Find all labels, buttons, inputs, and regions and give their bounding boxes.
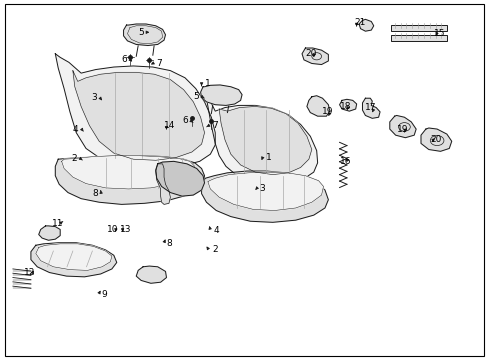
Text: 6: 6 — [122, 55, 127, 64]
Text: 13: 13 — [120, 225, 131, 234]
Text: 19: 19 — [396, 125, 407, 134]
Polygon shape — [219, 107, 311, 175]
Polygon shape — [73, 71, 204, 160]
Text: 12: 12 — [24, 268, 36, 277]
Text: 3: 3 — [259, 184, 264, 193]
Text: 5: 5 — [193, 92, 199, 101]
Text: 17: 17 — [365, 103, 376, 112]
Polygon shape — [362, 98, 379, 118]
Polygon shape — [136, 266, 166, 283]
Text: 6: 6 — [182, 116, 187, 125]
Text: 3: 3 — [91, 93, 97, 102]
Text: 7: 7 — [156, 59, 161, 68]
Text: 15: 15 — [433, 29, 445, 38]
Polygon shape — [36, 244, 112, 270]
Text: 1: 1 — [265, 153, 271, 162]
Text: 4: 4 — [213, 226, 219, 235]
Polygon shape — [31, 243, 117, 277]
Polygon shape — [61, 156, 194, 189]
Polygon shape — [156, 164, 170, 204]
Polygon shape — [306, 96, 329, 116]
Text: 19: 19 — [321, 107, 332, 116]
Polygon shape — [123, 24, 165, 45]
Polygon shape — [302, 48, 328, 64]
Bar — [390, 25, 446, 31]
Text: 20: 20 — [305, 49, 316, 58]
Polygon shape — [420, 128, 451, 151]
Text: 2: 2 — [212, 246, 217, 255]
Text: 1: 1 — [204, 79, 210, 88]
Polygon shape — [55, 54, 215, 168]
Polygon shape — [339, 99, 356, 111]
Polygon shape — [39, 226, 60, 240]
Polygon shape — [156, 161, 204, 196]
Bar — [390, 35, 446, 41]
Text: 18: 18 — [339, 102, 350, 111]
Text: 2: 2 — [71, 154, 77, 163]
Text: 11: 11 — [52, 219, 63, 228]
Text: 9: 9 — [101, 290, 107, 299]
Text: 8: 8 — [166, 239, 172, 248]
Polygon shape — [389, 116, 415, 138]
Text: 4: 4 — [73, 125, 79, 134]
Text: 5: 5 — [138, 28, 143, 37]
Text: 20: 20 — [430, 135, 441, 144]
Polygon shape — [201, 171, 328, 222]
Text: 8: 8 — [92, 189, 98, 198]
Text: 14: 14 — [163, 121, 175, 130]
Text: 7: 7 — [211, 121, 217, 130]
Polygon shape — [358, 19, 373, 31]
Polygon shape — [205, 93, 317, 184]
Polygon shape — [55, 156, 204, 204]
Text: 10: 10 — [107, 225, 118, 234]
Polygon shape — [207, 172, 323, 211]
Text: 21: 21 — [353, 18, 365, 27]
Polygon shape — [200, 85, 242, 105]
Text: 16: 16 — [339, 157, 350, 166]
